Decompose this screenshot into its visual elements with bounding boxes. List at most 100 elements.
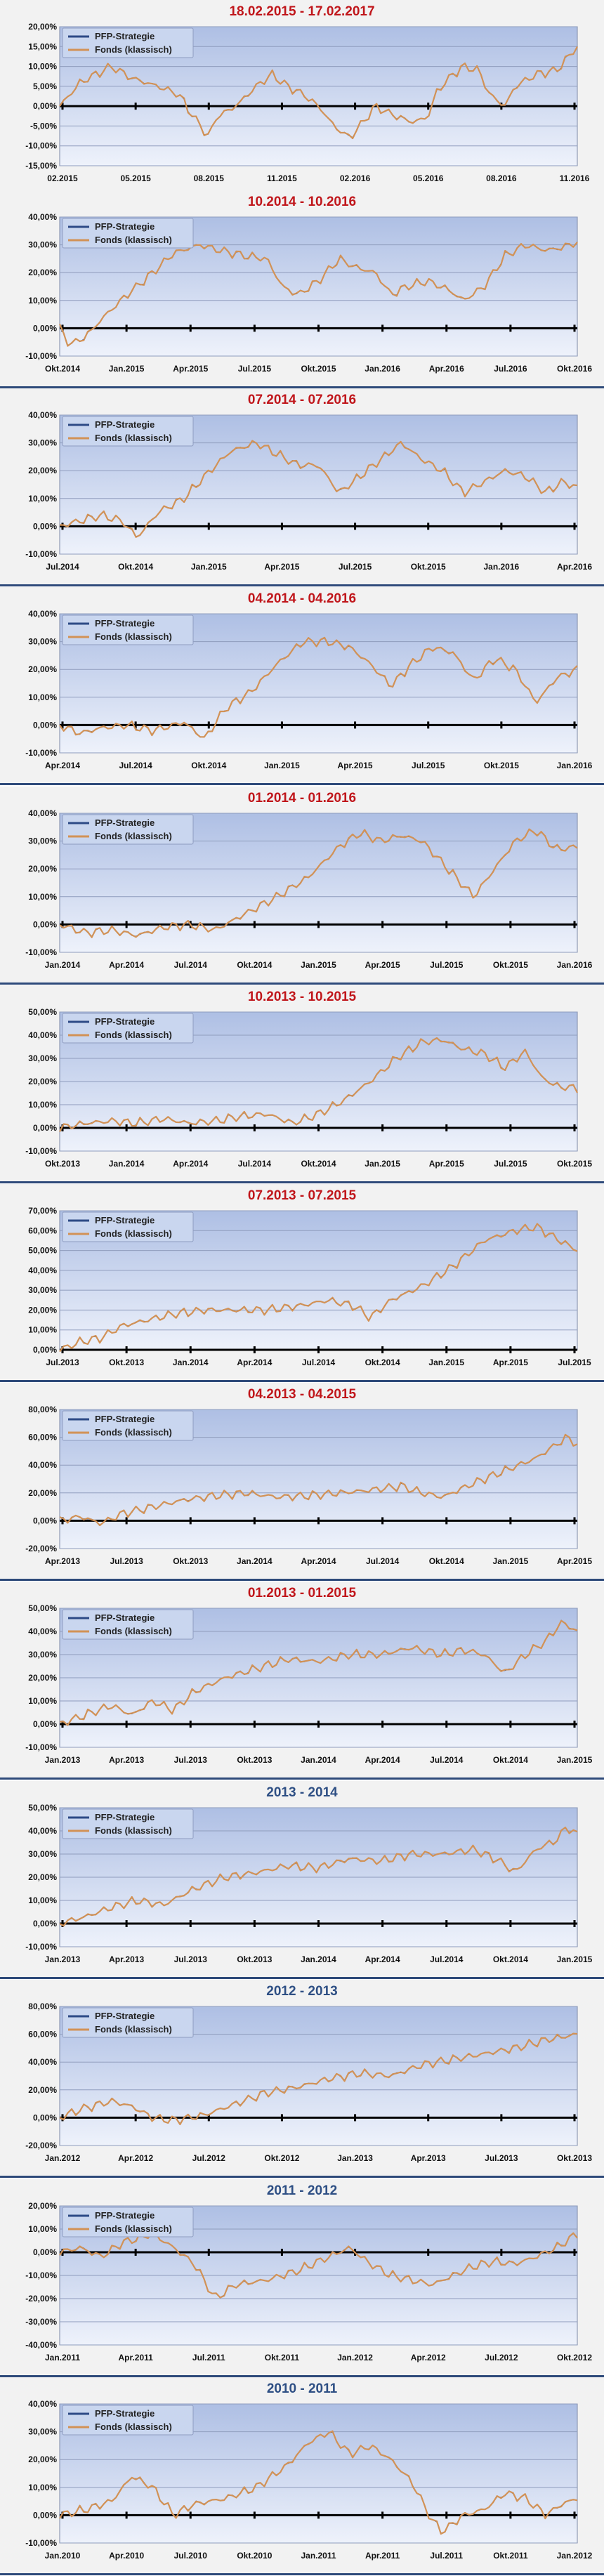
y-tick-label: 0,00% xyxy=(33,919,57,929)
legend-label: PFP-Strategie xyxy=(95,2011,155,2021)
y-tick-label: 20,00% xyxy=(28,664,57,674)
chart-panel: 01.2014 - 01.2016 40,00% 30,00% 20,00% 10,00… xyxy=(0,787,604,985)
x-tick-label: Jan.2016 xyxy=(483,562,519,572)
line-chart: 40,00% 30,00% 20,00% 10,00% 0,00% -10,00% Apr.… xyxy=(25,609,593,770)
x-tick-label: Jul.2013 xyxy=(46,1358,79,1367)
y-tick-label: -10,00% xyxy=(25,1742,57,1752)
x-tick-label: Jul.2013 xyxy=(174,1755,208,1765)
x-tick-label: Apr.2014 xyxy=(45,761,80,770)
series-line-fonds-klassisch xyxy=(59,2232,578,2299)
y-tick-label: 30,00% xyxy=(28,438,57,448)
y-tick-label: -10,00% xyxy=(25,947,57,957)
x-tick-label: 11.2015 xyxy=(267,173,297,183)
x-tick-label: Okt.2015 xyxy=(557,1159,592,1169)
chart-panel: 01.2013 - 01.2015 50,00% 40,00% 30,00% 20,00… xyxy=(0,1582,604,1780)
y-tick-label: 30,00% xyxy=(28,240,57,250)
x-tick-label: Jan.2011 xyxy=(45,2353,80,2363)
y-tick-label: 20,00% xyxy=(28,466,57,475)
y-tick-label: 20,00% xyxy=(28,2085,57,2095)
y-tick-label: 50,00% xyxy=(28,1007,57,1017)
y-tick-label: 30,00% xyxy=(28,637,57,647)
x-tick-label: Okt.2013 xyxy=(237,1954,272,1964)
legend: PFP-Strategie Fonds (klassisch) xyxy=(62,1609,194,1640)
series-line-fonds-klassisch xyxy=(59,828,578,938)
y-tick-label: 80,00% xyxy=(28,1405,57,1414)
y-tick-label: 10,00% xyxy=(28,2483,57,2492)
y-tick-label: 20,00% xyxy=(28,1673,57,1683)
y-tick-label: 10,00% xyxy=(28,2224,57,2234)
x-tick-label: 11.2016 xyxy=(560,173,590,183)
y-tick-label: 60,00% xyxy=(28,1225,57,1235)
x-tick-label: Jan.2011 xyxy=(301,2551,336,2561)
legend-label: PFP-Strategie xyxy=(95,817,155,828)
x-tick-label: Jan.2015 xyxy=(557,1954,593,1964)
y-tick-label: 40,00% xyxy=(28,212,57,222)
x-tick-label: Okt.2013 xyxy=(237,1755,272,1765)
x-tick-label: Jan.2016 xyxy=(557,761,593,770)
y-tick-label: 0,00% xyxy=(33,521,57,531)
chart-title: 07.2013 - 07.2015 xyxy=(247,1188,357,1203)
x-tick-label: Jul.2014 xyxy=(430,1755,464,1765)
chart-title: 18.02.2015 - 17.02.2017 xyxy=(229,4,375,19)
chart-title: 04.2013 - 04.2015 xyxy=(247,1387,357,1402)
x-tick-label: Jul.2010 xyxy=(174,2551,208,2561)
line-chart: 80,00% 60,00% 40,00% 20,00% 0,00% -20,00% Jan.… xyxy=(25,2002,592,2163)
y-tick-label: -10,00% xyxy=(25,2538,57,2548)
y-tick-label: 20,00% xyxy=(28,1872,57,1882)
x-tick-label: Apr.2013 xyxy=(109,1954,144,1964)
x-tick-label: Jul.2013 xyxy=(110,1556,143,1566)
y-tick-label: 60,00% xyxy=(28,2030,57,2039)
x-tick-label: Jan.2015 xyxy=(109,364,145,374)
legend-label: Fonds (klassisch) xyxy=(95,2223,172,2234)
y-tick-label: 40,00% xyxy=(28,1460,57,1470)
x-tick-label: Apr.2015 xyxy=(338,761,373,770)
y-tick-label: 30,00% xyxy=(28,1650,57,1660)
x-tick-label: Jan.2013 xyxy=(45,1755,81,1765)
x-tick-label: Apr.2015 xyxy=(365,960,400,970)
x-tick-label: 05.2016 xyxy=(413,173,444,183)
line-chart: 20,00% 15,00% 10,00% 5,00% 0,00% -5,00% -10,00… xyxy=(25,22,590,183)
x-tick-label: Apr.2015 xyxy=(493,1358,528,1367)
x-tick-label: Apr.2012 xyxy=(118,2153,153,2163)
x-tick-label: Okt.2014 xyxy=(118,562,153,572)
legend: PFP-Strategie Fonds (klassisch) xyxy=(62,2207,194,2237)
y-tick-label: 20,00% xyxy=(28,864,57,874)
x-tick-label: Jan.2015 xyxy=(493,1556,529,1566)
series-line-fonds-klassisch xyxy=(59,1827,578,1927)
y-tick-label: 20,00% xyxy=(28,2455,57,2464)
x-tick-label: Apr.2013 xyxy=(45,1556,80,1566)
y-tick-label: -10,00% xyxy=(25,351,57,361)
y-tick-label: 30,00% xyxy=(28,1053,57,1063)
chart-panel: 2013 - 2014 50,00% 40,00% 30,00% 20,00% 10,00… xyxy=(0,1781,604,1979)
series-line-fonds-klassisch xyxy=(58,242,578,347)
y-tick-label: 40,00% xyxy=(28,410,57,420)
x-tick-label: Jul.2014 xyxy=(238,1159,272,1169)
legend-label: Fonds (klassisch) xyxy=(95,2421,172,2432)
y-tick-label: 30,00% xyxy=(28,1849,57,1859)
series-line-fonds-klassisch xyxy=(59,636,578,738)
y-tick-label: 10,00% xyxy=(28,296,57,305)
x-tick-label: Okt.2015 xyxy=(301,364,336,374)
line-chart: 20,00% 10,00% 0,00% -10,00% -20,00% -30,00% -4… xyxy=(25,2201,592,2363)
legend: PFP-Strategie Fonds (klassisch) xyxy=(62,1211,194,1242)
x-tick-label: Jan.2014 xyxy=(173,1358,209,1367)
x-tick-label: Apr.2014 xyxy=(301,1556,336,1566)
x-tick-label: Apr.2011 xyxy=(365,2551,400,2561)
x-tick-label: Apr.2016 xyxy=(557,562,592,572)
x-tick-label: Apr.2013 xyxy=(109,1755,144,1765)
x-tick-label: Jul.2014 xyxy=(302,1358,336,1367)
legend: PFP-Strategie Fonds (klassisch) xyxy=(62,218,194,249)
y-tick-label: -10,00% xyxy=(25,1146,57,1156)
y-tick-label: 40,00% xyxy=(28,2399,57,2409)
y-tick-label: 40,00% xyxy=(28,1826,57,1836)
legend-label: Fonds (klassisch) xyxy=(95,44,172,55)
x-tick-label: Jul.2015 xyxy=(339,562,372,572)
line-chart: 50,00% 40,00% 30,00% 20,00% 10,00% 0,00% -10,0… xyxy=(25,1007,592,1169)
x-tick-label: Jul.2014 xyxy=(174,960,208,970)
x-tick-label: Jan.2013 xyxy=(45,1954,81,1964)
x-tick-label: Okt.2014 xyxy=(365,1358,400,1367)
y-tick-label: 10,00% xyxy=(28,494,57,504)
y-tick-label: 0,00% xyxy=(33,2112,57,2122)
line-chart: 50,00% 40,00% 30,00% 20,00% 10,00% 0,00% -10,0… xyxy=(25,1803,593,1964)
